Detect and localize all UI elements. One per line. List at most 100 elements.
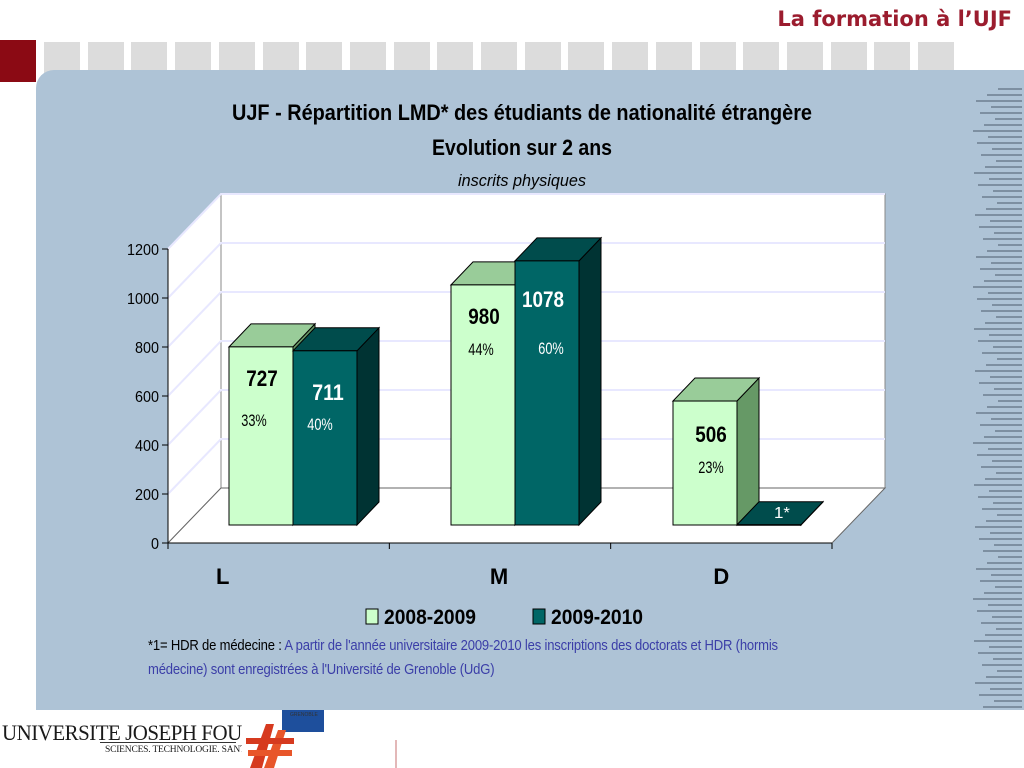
decorative-stripe xyxy=(994,700,1022,702)
legend-label-2009-2010: 2009-2010 xyxy=(551,606,643,629)
decorative-stripe xyxy=(991,106,1022,108)
chart-footnote: *1= HDR de médecine : A partir de l'anné… xyxy=(148,634,814,682)
data-percent-label: 40% xyxy=(307,415,333,434)
university-logo-name: UNIVERSITE JOSEPH FOURIER xyxy=(2,720,288,745)
decorative-stripe xyxy=(977,454,1022,456)
decorative-stripe xyxy=(998,244,1022,246)
decorative-stripe xyxy=(974,484,1022,486)
logo-rule xyxy=(100,742,236,743)
decorative-stripe xyxy=(993,190,1022,192)
decorative-stripe xyxy=(994,388,1022,390)
data-percent-label: 33% xyxy=(241,411,267,430)
decorative-stripe xyxy=(985,166,1022,168)
decorative-stripe xyxy=(988,292,1022,294)
decorative-stripe xyxy=(976,568,1022,570)
decorative-stripe xyxy=(989,490,1022,492)
x-category-label: M xyxy=(490,564,508,589)
decorative-stripe xyxy=(991,574,1022,576)
bar-2009-2010-D xyxy=(736,524,802,526)
data-value-label: 1078 xyxy=(522,287,564,312)
decorative-stripe xyxy=(979,382,1022,384)
lmd-bar-chart: UJF - Répartition LMD* des étudiants de … xyxy=(127,100,887,629)
accent-square xyxy=(0,40,36,82)
decorative-stripe xyxy=(990,532,1022,534)
decorative-stripe xyxy=(986,676,1022,678)
decorative-stripe xyxy=(987,250,1022,252)
decorative-stripe xyxy=(980,424,1022,426)
decorative-stripe xyxy=(981,154,1022,156)
bar-2009-2010-L xyxy=(292,350,358,526)
decorative-stripe xyxy=(989,646,1022,648)
decorative-stripe xyxy=(973,286,1022,288)
decorative-stripe xyxy=(981,622,1022,624)
decorative-stripe xyxy=(984,436,1022,438)
decorative-stripe xyxy=(974,328,1022,330)
decorative-stripe xyxy=(985,478,1022,480)
legend-label-2008-2009: 2008-2009 xyxy=(384,606,476,629)
university-logo-tagline: SCIENCES. TECHNOLOGIE. SANTÉ xyxy=(105,745,252,755)
decorative-stripe xyxy=(984,592,1022,594)
data-percent-label: 44% xyxy=(468,340,494,359)
decorative-stripe xyxy=(986,364,1022,366)
decorative-stripe xyxy=(982,352,1022,354)
bar-2009-2010-M xyxy=(514,260,580,526)
decorative-stripe xyxy=(996,160,1022,162)
bar-2008-2009-L xyxy=(228,346,294,526)
decorative-stripe xyxy=(986,520,1022,522)
data-value-label: 1* xyxy=(774,505,790,522)
chart-title: UJF - Répartition LMD* des étudiants de … xyxy=(232,100,812,125)
decorative-stripe xyxy=(997,514,1022,516)
logo-mark-text: GRENOBLE xyxy=(290,712,318,718)
y-tick-label: 1200 xyxy=(127,242,159,259)
decorative-stripe xyxy=(997,670,1022,672)
gridline xyxy=(167,389,885,446)
decorative-stripe xyxy=(988,136,1022,138)
chart-subtitle: Evolution sur 2 ans xyxy=(432,135,612,160)
decorative-stripe xyxy=(990,688,1022,690)
decorative-stripe xyxy=(987,94,1022,96)
decorative-stripe xyxy=(992,460,1022,462)
decorative-stripe xyxy=(981,310,1022,312)
y-tick-label: 1000 xyxy=(127,291,159,308)
decorative-stripe xyxy=(995,118,1022,120)
y-tick-label: 200 xyxy=(135,487,159,504)
x-category-label: L xyxy=(216,564,229,589)
decorative-stripe xyxy=(988,448,1022,450)
decorative-stripe xyxy=(978,652,1022,654)
decorative-stripe xyxy=(995,274,1022,276)
decorative-stripe xyxy=(980,112,1022,114)
decorative-stripe xyxy=(975,526,1022,528)
decorative-stripe xyxy=(975,370,1022,372)
decorative-stripe xyxy=(983,394,1022,396)
decorative-stripe xyxy=(976,256,1022,258)
data-value-label: 506 xyxy=(695,422,727,447)
decorative-stripe xyxy=(995,586,1022,588)
decorative-stripe xyxy=(989,178,1022,180)
decorative-stripe xyxy=(994,544,1022,546)
bar-side-2008-2009-D xyxy=(736,376,760,527)
decorative-stripe xyxy=(995,430,1022,432)
bar-2008-2009-M xyxy=(450,284,516,526)
slide-title: La formation à l’UJF xyxy=(777,7,1012,31)
gridline xyxy=(167,242,885,299)
decorative-stripe xyxy=(992,304,1022,306)
decorative-stripe xyxy=(993,658,1022,660)
y-tick-label: 400 xyxy=(135,438,159,455)
x-category-label: D xyxy=(713,564,729,589)
decorative-stripe xyxy=(998,556,1022,558)
decorative-stripe xyxy=(976,412,1022,414)
decorative-stripe xyxy=(974,172,1022,174)
decorative-stripe xyxy=(977,298,1022,300)
bar-side-2009-2010-M xyxy=(578,236,602,527)
decorative-stripe xyxy=(985,634,1022,636)
decorative-stripe xyxy=(982,196,1022,198)
decorative-stripe xyxy=(998,400,1022,402)
decorative-stripe xyxy=(994,232,1022,234)
decorative-stripe xyxy=(992,616,1022,618)
chart-legend: 2008-2009 2009-2010 xyxy=(365,606,643,629)
decorative-stripe xyxy=(979,226,1022,228)
decorative-stripe xyxy=(998,88,1022,90)
decorative-stripe xyxy=(983,550,1022,552)
bar-side-2009-2010-L xyxy=(356,326,380,527)
decorative-stripes xyxy=(972,88,1024,744)
